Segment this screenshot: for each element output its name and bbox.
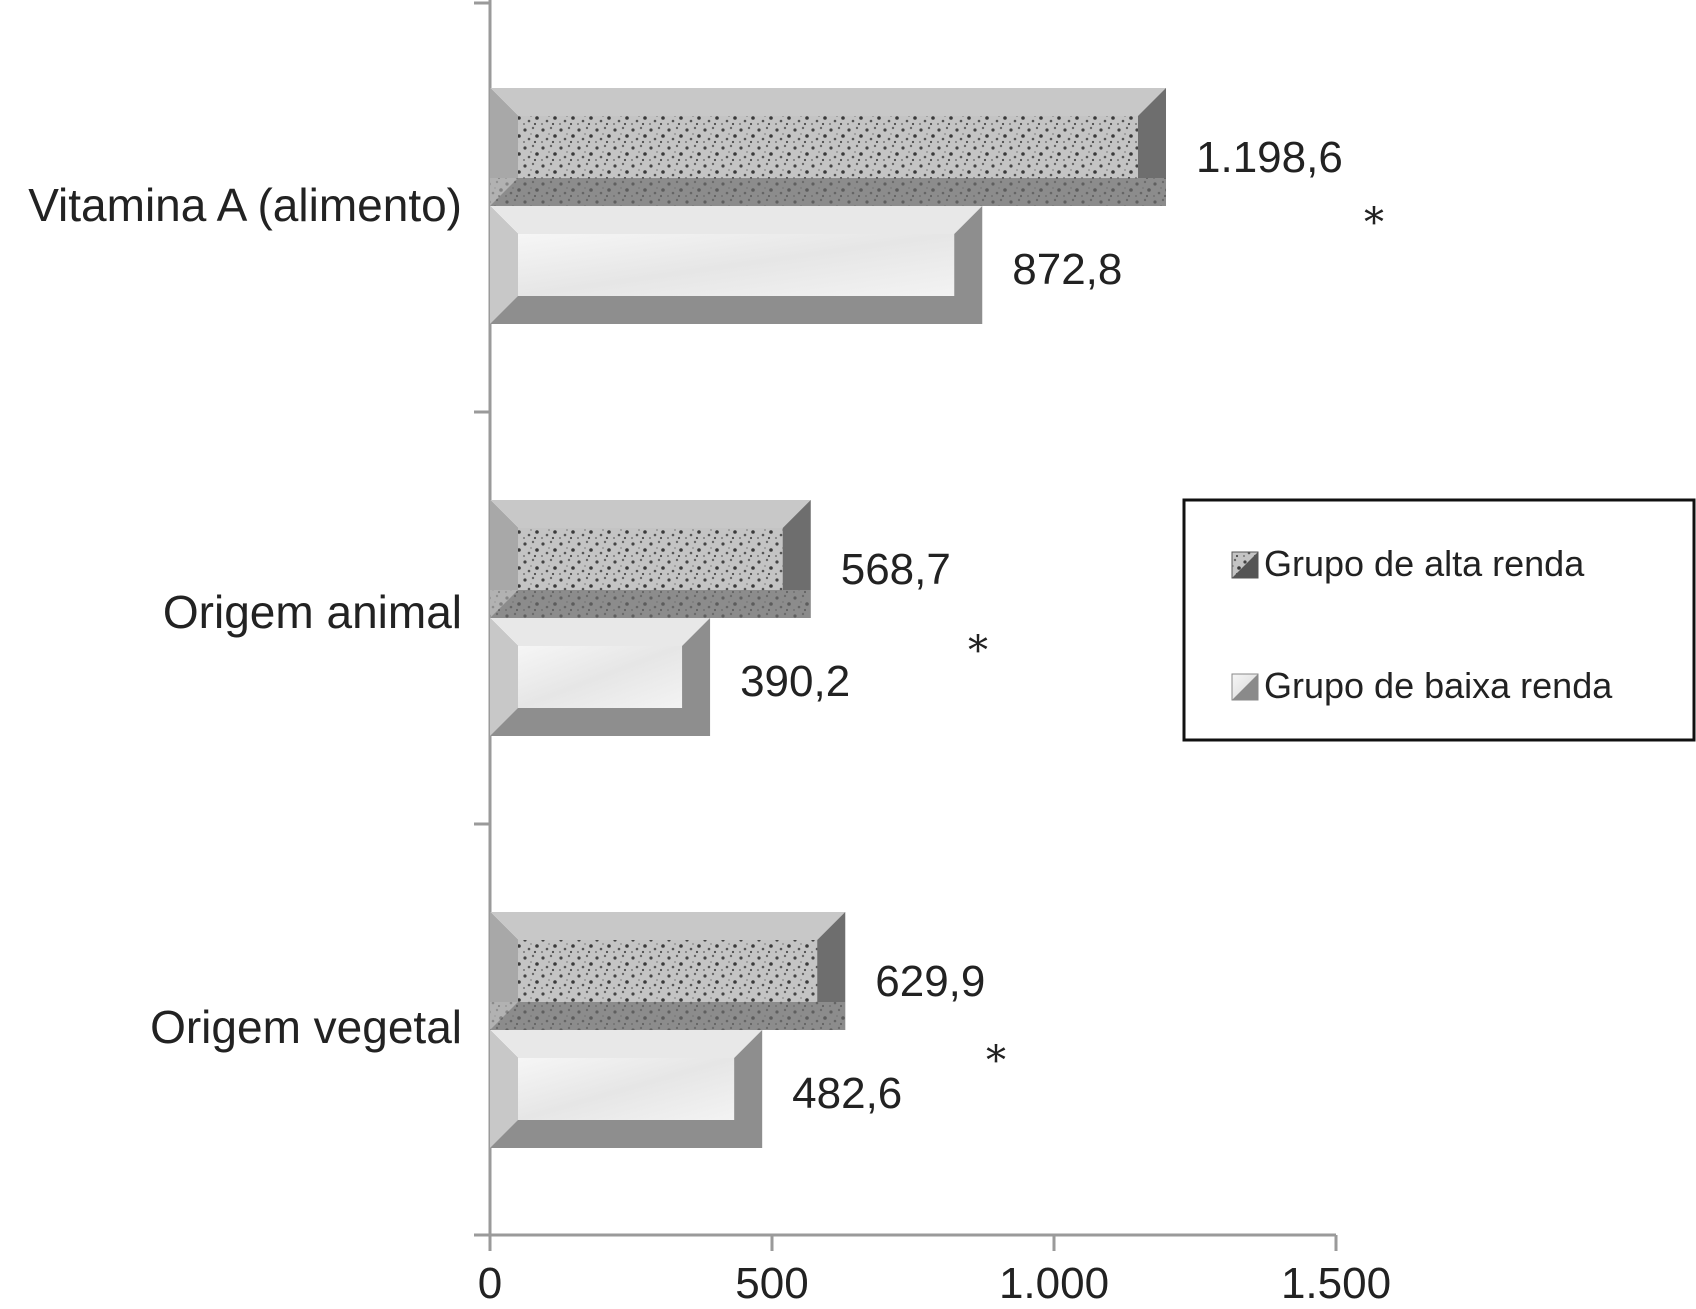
bar-low-income bbox=[490, 618, 711, 736]
bar-value-label: 872,8 bbox=[1012, 245, 1122, 294]
bar-high-income bbox=[490, 912, 846, 1030]
bar-low-income bbox=[490, 206, 983, 324]
bar-value-label: 1.198,6 bbox=[1196, 133, 1343, 182]
bar-value-label: 482,6 bbox=[792, 1069, 902, 1118]
significance-mark: * bbox=[968, 628, 988, 674]
x-tick-label: 1.000 bbox=[999, 1259, 1109, 1308]
legend-box bbox=[1182, 498, 1696, 742]
x-tick-label: 500 bbox=[735, 1259, 808, 1308]
category-label: Vitamina A (alimento) bbox=[28, 179, 462, 231]
significance-mark: * bbox=[1364, 200, 1384, 246]
bar-high-income bbox=[490, 500, 811, 618]
bar-value-label: 629,9 bbox=[875, 957, 985, 1006]
x-ticks-layer: 0 500 1.000 1.500 bbox=[478, 1235, 1391, 1308]
legend: Grupo de alta renda Grupo de baixa renda bbox=[1182, 498, 1696, 742]
x-tick-label: 0 bbox=[478, 1259, 502, 1308]
legend-label-low: Grupo de baixa renda bbox=[1264, 665, 1613, 706]
bar-high-income bbox=[490, 88, 1167, 206]
category-label: Origem vegetal bbox=[150, 1001, 462, 1053]
category-label: Origem animal bbox=[163, 586, 462, 638]
bar-value-label: 390,2 bbox=[740, 657, 850, 706]
x-tick-label: 1.500 bbox=[1281, 1259, 1391, 1308]
category-labels-layer: Vitamina A (alimento) Origem animal Origem… bbox=[28, 179, 462, 1053]
legend-swatch-low bbox=[1231, 673, 1259, 701]
bar-value-label: 568,7 bbox=[841, 545, 951, 594]
legend-label-high: Grupo de alta renda bbox=[1264, 543, 1585, 584]
legend-swatch-high bbox=[1231, 551, 1259, 579]
bar-low-income bbox=[490, 1030, 763, 1148]
significance-mark: * bbox=[986, 1038, 1006, 1084]
